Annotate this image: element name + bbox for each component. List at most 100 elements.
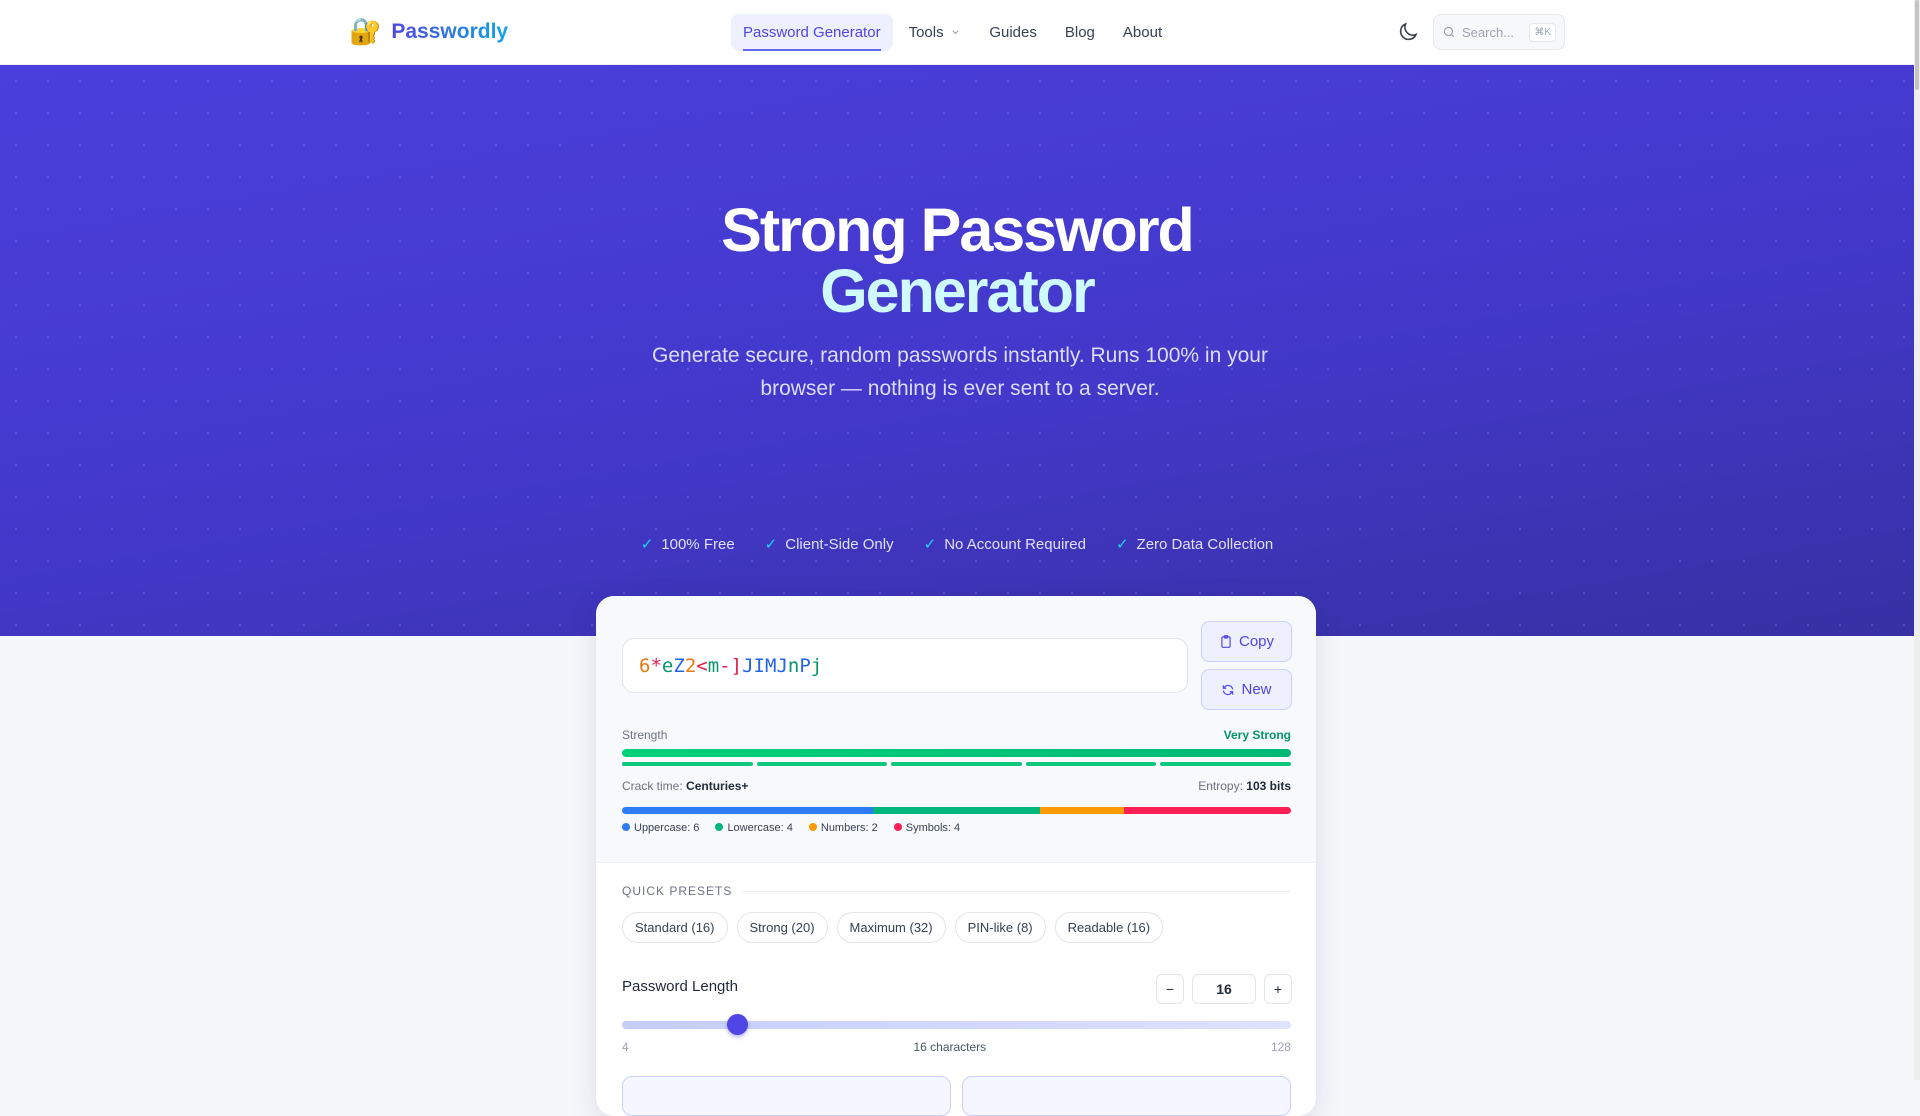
password-char: P: [799, 654, 811, 677]
composition-bar: [622, 807, 1291, 814]
new-password-button[interactable]: New: [1201, 669, 1292, 710]
nav-item-label: Guides: [989, 24, 1037, 41]
nav-item-label: Tools: [908, 24, 944, 41]
strength-segment: [756, 762, 888, 766]
preset-chip[interactable]: Readable (16): [1054, 912, 1164, 943]
hero-subtitle: Generate secure, random passwords instan…: [652, 344, 1268, 400]
password-char: 2: [684, 654, 697, 677]
title-line1: Strong Password: [721, 196, 1195, 264]
length-label: Password Length: [622, 978, 738, 995]
password-char: *: [650, 654, 662, 677]
check-icon: ✓: [1115, 536, 1129, 553]
nav-item-password-generator[interactable]: Password Generator: [731, 14, 893, 51]
check-icon: ✓: [764, 536, 778, 553]
legend-label: Lowercase: 4: [727, 822, 793, 834]
logo[interactable]: 🔐 Passwordly: [349, 16, 508, 47]
legend-item: Lowercase: 4: [715, 822, 793, 834]
feature-item: ✓ Zero Data Collection: [1116, 535, 1273, 553]
legend-dot: [622, 823, 630, 831]
length-min: 4: [622, 1040, 629, 1054]
password-char: n: [787, 654, 800, 677]
nav-item-label: About: [1122, 24, 1163, 41]
nav-item-blog[interactable]: Blog: [1053, 14, 1107, 51]
length-slider-thumb[interactable]: [726, 1014, 748, 1035]
strength-segment: [1160, 762, 1291, 766]
entropy-value: 103 bits: [1246, 779, 1291, 793]
length-max: 128: [1270, 1040, 1291, 1054]
password-char: j: [810, 654, 823, 677]
password-char: e: [661, 654, 674, 677]
check-icon: ✓: [640, 536, 654, 553]
nav-item-about[interactable]: About: [1111, 14, 1174, 51]
composition-segment: [872, 807, 1041, 814]
clipboard-icon: [1221, 635, 1231, 648]
preset-list: Standard (16) Strong (20) Maximum (32) PIN-…: [622, 912, 1164, 943]
search-button[interactable]: Search... ⌘K: [1433, 14, 1565, 50]
password-char: <: [696, 654, 708, 677]
legend-dot: [808, 823, 817, 831]
password-char: J: [742, 654, 754, 677]
legend-label: Uppercase: 6: [634, 822, 700, 834]
length-increment-button[interactable]: +: [1264, 974, 1292, 1004]
strength-segment: [622, 762, 753, 766]
dark-mode-toggle-moon-icon[interactable]: [1396, 20, 1420, 44]
nav-item-label: Password Generator: [743, 24, 881, 41]
crack-time-value: Centuries+: [686, 779, 749, 793]
search-shortcut: ⌘K: [1529, 22, 1556, 42]
hero: Strong Password Generator Generate secure…: [0, 65, 1914, 636]
preset-chip[interactable]: Maximum (32): [836, 912, 946, 943]
copy-button[interactable]: Copy: [1201, 621, 1292, 662]
strength-segment: [1025, 762, 1157, 766]
feature-label: No Account Required: [944, 536, 1086, 553]
refresh-icon: [1223, 684, 1234, 695]
title-line2: Generator: [820, 257, 1096, 325]
divider: [742, 890, 1291, 892]
composition-segment: [622, 807, 873, 814]
preset-chip[interactable]: Standard (16): [622, 912, 728, 943]
strength-value: Very Strong: [1223, 728, 1291, 742]
top-nav: 🔐 Passwordly Password Generator Tools ⌄ Guid…: [0, 0, 1914, 65]
legend-dot: [715, 823, 724, 831]
option-box[interactable]: [622, 1076, 951, 1116]
password-char: Z: [673, 654, 685, 677]
legend-label: Symbols: 4: [905, 822, 961, 834]
strength-segments: [622, 762, 1291, 766]
composition-segment: [1123, 807, 1291, 814]
preset-chip[interactable]: PIN-like (8): [954, 912, 1046, 943]
password-char: ]: [730, 654, 743, 677]
nav-item-tools[interactable]: Tools ⌄: [897, 14, 974, 51]
legend-item: Symbols: 4: [893, 822, 961, 834]
check-icon: ✓: [923, 536, 937, 553]
search-icon: [1443, 26, 1455, 38]
legend-dot: [893, 823, 902, 831]
feature-label: 100% Free: [661, 536, 735, 553]
presets-heading: QUICK PRESETS: [622, 884, 733, 898]
feature-item: ✓ No Account Required: [924, 535, 1086, 553]
scrollbar-thumb[interactable]: [1915, 0, 1919, 90]
length-slider[interactable]: [622, 1021, 1291, 1029]
length-caption: 16 characters: [913, 1040, 987, 1054]
length-decrement-button[interactable]: −: [1156, 974, 1184, 1004]
password-char: J: [776, 654, 788, 677]
option-box[interactable]: [962, 1076, 1291, 1116]
feature-item: ✓ 100% Free: [641, 535, 735, 553]
composition-legend: Uppercase: 6 Lowercase: 4 Numbers: 2 Symbol…: [622, 822, 960, 834]
main-menu: Password Generator Tools ⌄ Guides Blog About: [731, 14, 1174, 51]
password-char: m: [707, 654, 720, 677]
legend-item: Numbers: 2: [808, 822, 878, 834]
length-input[interactable]: 16: [1192, 974, 1256, 1004]
nav-item-guides[interactable]: Guides: [977, 14, 1049, 51]
new-label: New: [1241, 681, 1272, 698]
feature-label: Zero Data Collection: [1136, 536, 1274, 553]
page-scrollbar[interactable]: [1914, 0, 1920, 1080]
strength-bar: [622, 749, 1291, 757]
page-title: Strong Password Generator: [0, 200, 1914, 322]
brand-name: Passwordly: [391, 19, 509, 43]
password-char: -: [719, 654, 731, 677]
preset-chip[interactable]: Strong (20): [736, 912, 828, 943]
strength-label: Strength: [622, 728, 668, 742]
feature-list: ✓ 100% Free ✓ Client-Side Only ✓ No Account R…: [0, 535, 1914, 553]
password-char: M: [764, 654, 777, 677]
